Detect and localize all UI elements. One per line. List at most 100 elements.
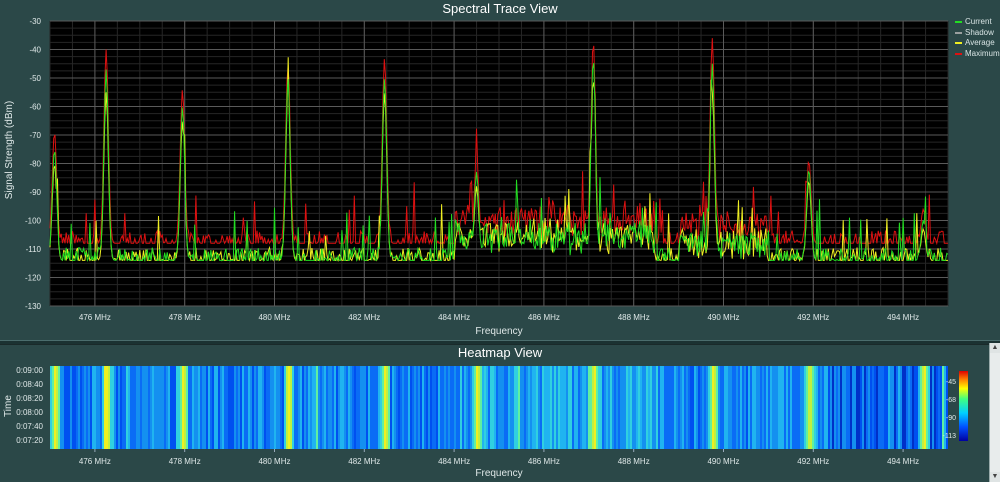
heatmap-column	[464, 366, 466, 449]
heatmap-column	[318, 366, 320, 449]
heatmap-column	[414, 366, 416, 449]
heatmap-column	[468, 366, 470, 449]
heatmap-column	[200, 366, 202, 449]
heatmap-column	[178, 366, 180, 449]
heatmap-column	[222, 366, 224, 449]
heatmap-column	[690, 366, 692, 449]
x-tick-label: 480 MHz	[258, 457, 290, 466]
heatmap-column	[480, 366, 482, 449]
heatmap-scrollbar[interactable]: ▲ ▼	[989, 343, 1000, 482]
scroll-down-arrow-icon[interactable]: ▼	[990, 472, 1000, 482]
heatmap-column	[916, 366, 918, 449]
heatmap-column	[196, 366, 198, 449]
legend-item-average[interactable]: Average	[955, 38, 1000, 49]
heatmap-column	[432, 366, 434, 449]
heatmap-column	[720, 366, 722, 449]
heatmap-column	[786, 366, 788, 449]
heatmap-column	[384, 366, 386, 449]
heatmap-column	[426, 366, 428, 449]
legend-label-shadow: Shadow	[965, 27, 994, 37]
heatmap-column	[124, 366, 126, 449]
heatmap-column	[412, 366, 414, 449]
heatmap-column	[278, 366, 280, 449]
x-tick-label: 478 MHz	[169, 313, 201, 322]
heatmap-column	[184, 366, 186, 449]
heatmap-column	[554, 366, 556, 449]
legend-item-current[interactable]: Current	[955, 17, 1000, 28]
heatmap-y-axis-label: Time	[3, 395, 14, 417]
heatmap-column	[888, 366, 890, 449]
heatmap-column	[582, 366, 584, 449]
heatmap-column	[736, 366, 738, 449]
spectral-trace-chart[interactable]: -30 -40 -50 -60 -70 -80 -90 -100 -110 -120 -130 47…	[0, 0, 1000, 340]
y-tick-label: -60	[29, 103, 41, 112]
heatmap-column	[678, 366, 680, 449]
heatmap-column	[864, 366, 866, 449]
y-tick-label: -120	[25, 274, 42, 283]
x-tick-label: 480 MHz	[258, 313, 290, 322]
heatmap-column	[214, 366, 216, 449]
heatmap-column	[116, 366, 118, 449]
heatmap-column	[306, 366, 308, 449]
heatmap-column	[332, 366, 334, 449]
heatmap-column	[900, 366, 902, 449]
heatmap-column	[798, 366, 800, 449]
heatmap-column	[722, 366, 724, 449]
heatmap-column	[622, 366, 624, 449]
panel-splitter[interactable]	[0, 340, 1000, 345]
colorbar-label: -45	[946, 379, 956, 386]
heatmap-column	[702, 366, 704, 449]
heatmap-column	[658, 366, 660, 449]
heatmap-column	[848, 366, 850, 449]
heatmap-column	[536, 366, 538, 449]
y-tick-label: -80	[29, 160, 41, 169]
heatmap-chart[interactable]: 0:09:00 0:08:40 0:08:20 0:08:00 0:07:40 0:07:…	[0, 343, 988, 482]
heatmap-column	[766, 366, 768, 449]
heatmap-column	[696, 366, 698, 449]
heatmap-column	[758, 366, 760, 449]
heatmap-column	[164, 366, 166, 449]
legend-item-shadow[interactable]: Shadow	[955, 28, 1000, 39]
heatmap-column	[300, 366, 302, 449]
heatmap-column	[126, 366, 128, 449]
legend-swatch-current	[955, 21, 962, 24]
heatmap-column	[66, 366, 68, 449]
heatmap-column	[122, 366, 124, 449]
legend-item-maximum[interactable]: Maximum	[955, 49, 1000, 60]
heatmap-column	[258, 366, 260, 449]
heatmap-column	[354, 366, 356, 449]
heatmap-column	[192, 366, 194, 449]
heatmap-column	[320, 366, 322, 449]
heatmap-column	[310, 366, 312, 449]
heatmap-column	[712, 366, 714, 449]
heatmap-column	[266, 366, 268, 449]
heatmap-column	[646, 366, 648, 449]
heatmap-column	[650, 366, 652, 449]
heatmap-column	[168, 366, 170, 449]
heatmap-column	[148, 366, 150, 449]
heatmap-column	[818, 366, 820, 449]
spectral-y-ticks: -30 -40 -50 -60 -70 -80 -90 -100 -110 -120 -130	[25, 17, 42, 311]
heatmap-column	[434, 366, 436, 449]
heatmap-column	[890, 366, 892, 449]
legend-label-average: Average	[965, 38, 995, 47]
heatmap-column	[618, 366, 620, 449]
heatmap-column	[806, 366, 808, 449]
heatmap-column	[844, 366, 846, 449]
heatmap-column	[234, 366, 236, 449]
heatmap-column	[244, 366, 246, 449]
x-tick-label: 488 MHz	[618, 457, 650, 466]
heatmap-column	[202, 366, 204, 449]
heatmap-column	[54, 366, 56, 449]
scroll-up-arrow-icon[interactable]: ▲	[990, 343, 1000, 353]
heatmap-column	[838, 366, 840, 449]
heatmap-column	[606, 366, 608, 449]
heatmap-column	[762, 366, 764, 449]
heatmap-column	[776, 366, 778, 449]
heatmap-column	[128, 366, 130, 449]
heatmap-column	[846, 366, 848, 449]
heatmap-column	[804, 366, 806, 449]
heatmap-column	[648, 366, 650, 449]
heatmap-column	[324, 366, 326, 449]
heatmap-column	[542, 366, 544, 449]
